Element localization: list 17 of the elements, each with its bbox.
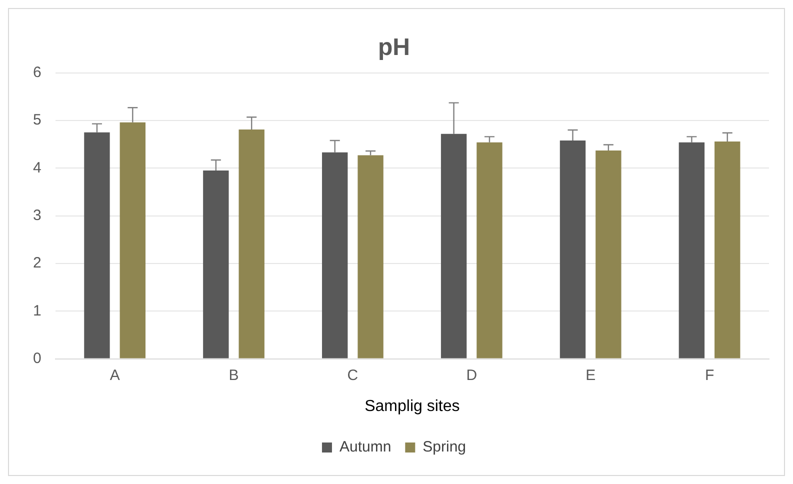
x-tick-label: A [110, 366, 120, 384]
legend-label: Spring [422, 438, 466, 456]
y-tick-label: 6 [33, 64, 42, 81]
y-tick-label: 0 [33, 350, 42, 367]
legend-label: Autumn [339, 438, 392, 456]
y-tick-label: 1 [33, 302, 42, 320]
x-axis-title: Samplig sites [364, 398, 460, 415]
y-tick-label: 3 [33, 206, 42, 224]
x-tick-label: F [704, 366, 714, 384]
x-tick-label: C [347, 366, 358, 384]
x-tick-label: E [586, 366, 596, 384]
chart-title: pH [378, 34, 410, 62]
y-tick-label: 2 [33, 254, 42, 272]
y-tick-label: 5 [33, 112, 42, 129]
x-tick-label: B [228, 366, 239, 384]
x-tick-label: D [466, 366, 478, 384]
y-tick-label: 4 [33, 159, 42, 176]
